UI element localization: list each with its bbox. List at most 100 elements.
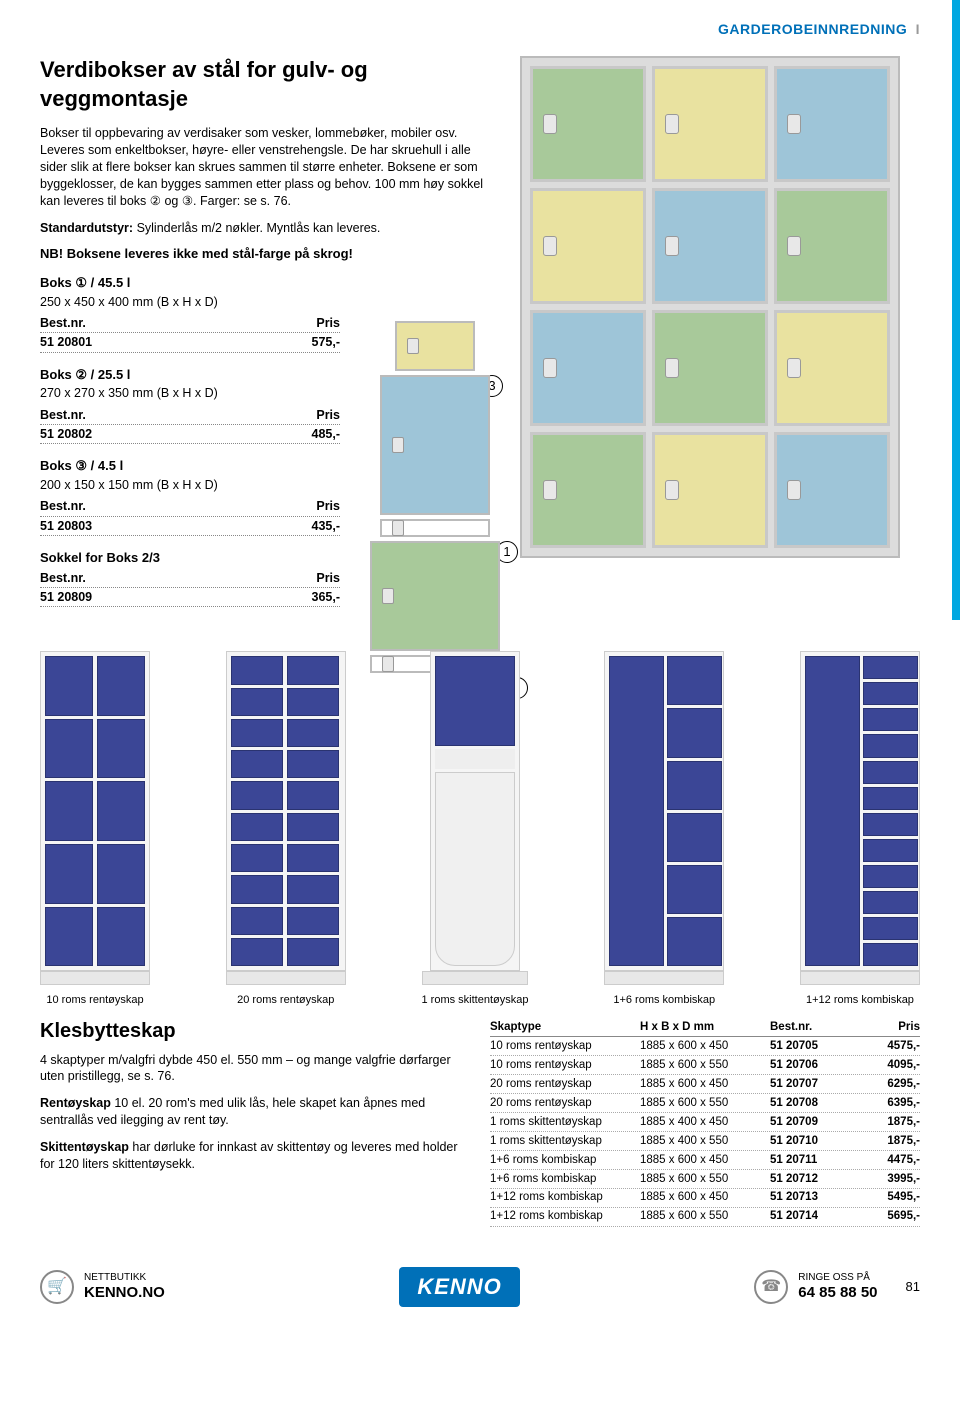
shop-url: KENNO.NO — [84, 1284, 165, 1302]
product-price: 575,- — [312, 334, 341, 350]
spec-type: 1+6 roms kombiskap — [490, 1153, 640, 1168]
top-right-column — [520, 56, 920, 621]
cabinet-door — [287, 719, 339, 747]
spec-nr: 51 20708 — [770, 1096, 850, 1111]
sub-text-3-label: Skittentøyskap — [40, 1140, 129, 1154]
category-header: GARDEROBEINNREDNING I — [40, 20, 920, 38]
category-label: GARDEROBEINNREDNING — [718, 21, 907, 37]
sub-text-1: 4 skaptyper m/valgfri dybde 450 el. 550 … — [40, 1052, 460, 1086]
spec-row: 1+6 roms kombiskap1885 x 600 x 55051 207… — [490, 1170, 920, 1189]
spec-dim: 1885 x 600 x 550 — [640, 1096, 770, 1111]
spec-type: 1+12 roms kombiskap — [490, 1209, 640, 1224]
cabinet-door — [231, 719, 283, 747]
price-header-row: Best.nr.Pris — [40, 569, 340, 588]
product-block: Sokkel for Boks 2/3Best.nr.Pris51 208093… — [40, 550, 340, 607]
page-number: 81 — [906, 1279, 920, 1296]
spec-row: 10 roms rentøyskap1885 x 600 x 45051 207… — [490, 1037, 920, 1056]
cabinet-door — [231, 656, 283, 684]
cabinet-door — [97, 719, 145, 779]
bottom-section: Klesbytteskap 4 skaptyper m/valgfri dybd… — [40, 1018, 920, 1227]
price-header-row: Best.nr.Pris — [40, 314, 340, 333]
bottom-left-column: Klesbytteskap 4 skaptyper m/valgfri dybd… — [40, 1018, 460, 1227]
cabinet-door — [863, 865, 918, 888]
price-data-row: 51 20802485,- — [40, 425, 340, 444]
cabinet-door — [667, 761, 722, 810]
spec-price: 4095,- — [850, 1058, 920, 1073]
cabinet-door — [667, 656, 722, 705]
cabinet-door — [287, 875, 339, 903]
spec-nr: 51 20707 — [770, 1077, 850, 1092]
product-title: Boks ① / 45.5 l — [40, 275, 340, 292]
category-divider: I — [911, 21, 920, 37]
pris-label: Pris — [316, 407, 340, 423]
spec-col-price: Pris — [850, 1020, 920, 1035]
sub-text-2-label: Rentøyskap — [40, 1096, 111, 1110]
locker-cell — [652, 188, 768, 304]
phone-icon: ☎ — [754, 1270, 788, 1304]
spec-table: Skaptype H x B x D mm Best.nr. Pris 10 r… — [490, 1018, 920, 1227]
product-block: Boks ① / 45.5 l 250 x 450 x 400 mm (B x H… — [40, 275, 340, 353]
cabinet-door — [667, 917, 722, 966]
cabinet-door — [287, 750, 339, 778]
cart-icon: 🛒 — [40, 1270, 74, 1304]
catalog-page: GARDEROBEINNREDNING I Verdibokser av stå… — [0, 0, 960, 1327]
cabinet-door — [667, 708, 722, 757]
cabinet-door — [97, 844, 145, 904]
locker-cell — [652, 432, 768, 548]
spec-row: 20 roms rentøyskap1885 x 600 x 45051 207… — [490, 1075, 920, 1094]
product-dimensions: 270 x 270 x 350 mm (B x H x D) — [40, 385, 340, 401]
spec-nr: 51 20712 — [770, 1172, 850, 1187]
stack-box — [395, 321, 475, 371]
product-block: Boks ③ / 4.5 l200 x 150 x 150 mm (B x H … — [40, 458, 340, 536]
cabinet-door — [45, 656, 93, 716]
cabinet-door — [97, 781, 145, 841]
spec-row: 10 roms rentøyskap1885 x 600 x 55051 207… — [490, 1056, 920, 1075]
cabinet-door — [287, 656, 339, 684]
cabinet-door — [97, 656, 145, 716]
product-nr: 51 20803 — [40, 518, 92, 534]
cabinet-caption: 1+12 roms kombiskap — [806, 993, 914, 1007]
footer-right: ☎ RINGE OSS PÅ 64 85 88 50 81 — [754, 1270, 920, 1304]
spec-col-type: Skaptype — [490, 1020, 640, 1035]
locker-cell — [530, 310, 646, 426]
price-header-row: Best.nr.Pris — [40, 497, 340, 516]
spec-nr: 51 20709 — [770, 1115, 850, 1130]
cabinet: 10 roms rentøyskap — [40, 651, 150, 1007]
cabinet-door — [805, 656, 860, 966]
spec-nr: 51 20705 — [770, 1039, 850, 1054]
cabinet-door — [435, 656, 515, 746]
cabinet: 1+12 roms kombiskap — [800, 651, 920, 1007]
spec-nr: 51 20710 — [770, 1134, 850, 1149]
locker-cell — [774, 310, 890, 426]
product-price: 365,- — [312, 589, 341, 605]
standard-label: Standardutstyr: — [40, 221, 133, 235]
bestnr-label: Best.nr. — [40, 570, 86, 586]
pris-label: Pris — [316, 315, 340, 331]
cabinet-door — [231, 813, 283, 841]
spec-type: 1+6 roms kombiskap — [490, 1172, 640, 1187]
cabinet-door — [863, 839, 918, 862]
cabinet-door — [231, 907, 283, 935]
price-data-row: 51 20803435,- — [40, 517, 340, 536]
cabinet-door — [231, 688, 283, 716]
cabinet-door — [863, 813, 918, 836]
spec-nr: 51 20706 — [770, 1058, 850, 1073]
cabinet-caption: 20 roms rentøyskap — [237, 993, 334, 1007]
cabinet-door — [863, 917, 918, 940]
spec-col-dim: H x B x D mm — [640, 1020, 770, 1035]
cabinet-caption: 10 roms rentøyskap — [46, 993, 143, 1007]
cabinet-door — [231, 938, 283, 966]
locker-cell — [652, 310, 768, 426]
spec-row: 20 roms rentøyskap1885 x 600 x 55051 207… — [490, 1094, 920, 1113]
locker-cell — [774, 188, 890, 304]
product-dimensions: 250 x 450 x 400 mm (B x H x D) — [40, 294, 340, 310]
locker-cell — [774, 432, 890, 548]
spec-price: 5695,- — [850, 1209, 920, 1224]
cabinet-door — [863, 891, 918, 914]
cabinet-door — [863, 656, 918, 679]
cabinet-caption: 1+6 roms kombiskap — [613, 993, 715, 1007]
main-title: Verdibokser av stål for gulv- og veggmon… — [40, 56, 500, 113]
spec-dim: 1885 x 600 x 450 — [640, 1077, 770, 1092]
cabinet-door — [287, 844, 339, 872]
spec-dim: 1885 x 600 x 450 — [640, 1190, 770, 1205]
